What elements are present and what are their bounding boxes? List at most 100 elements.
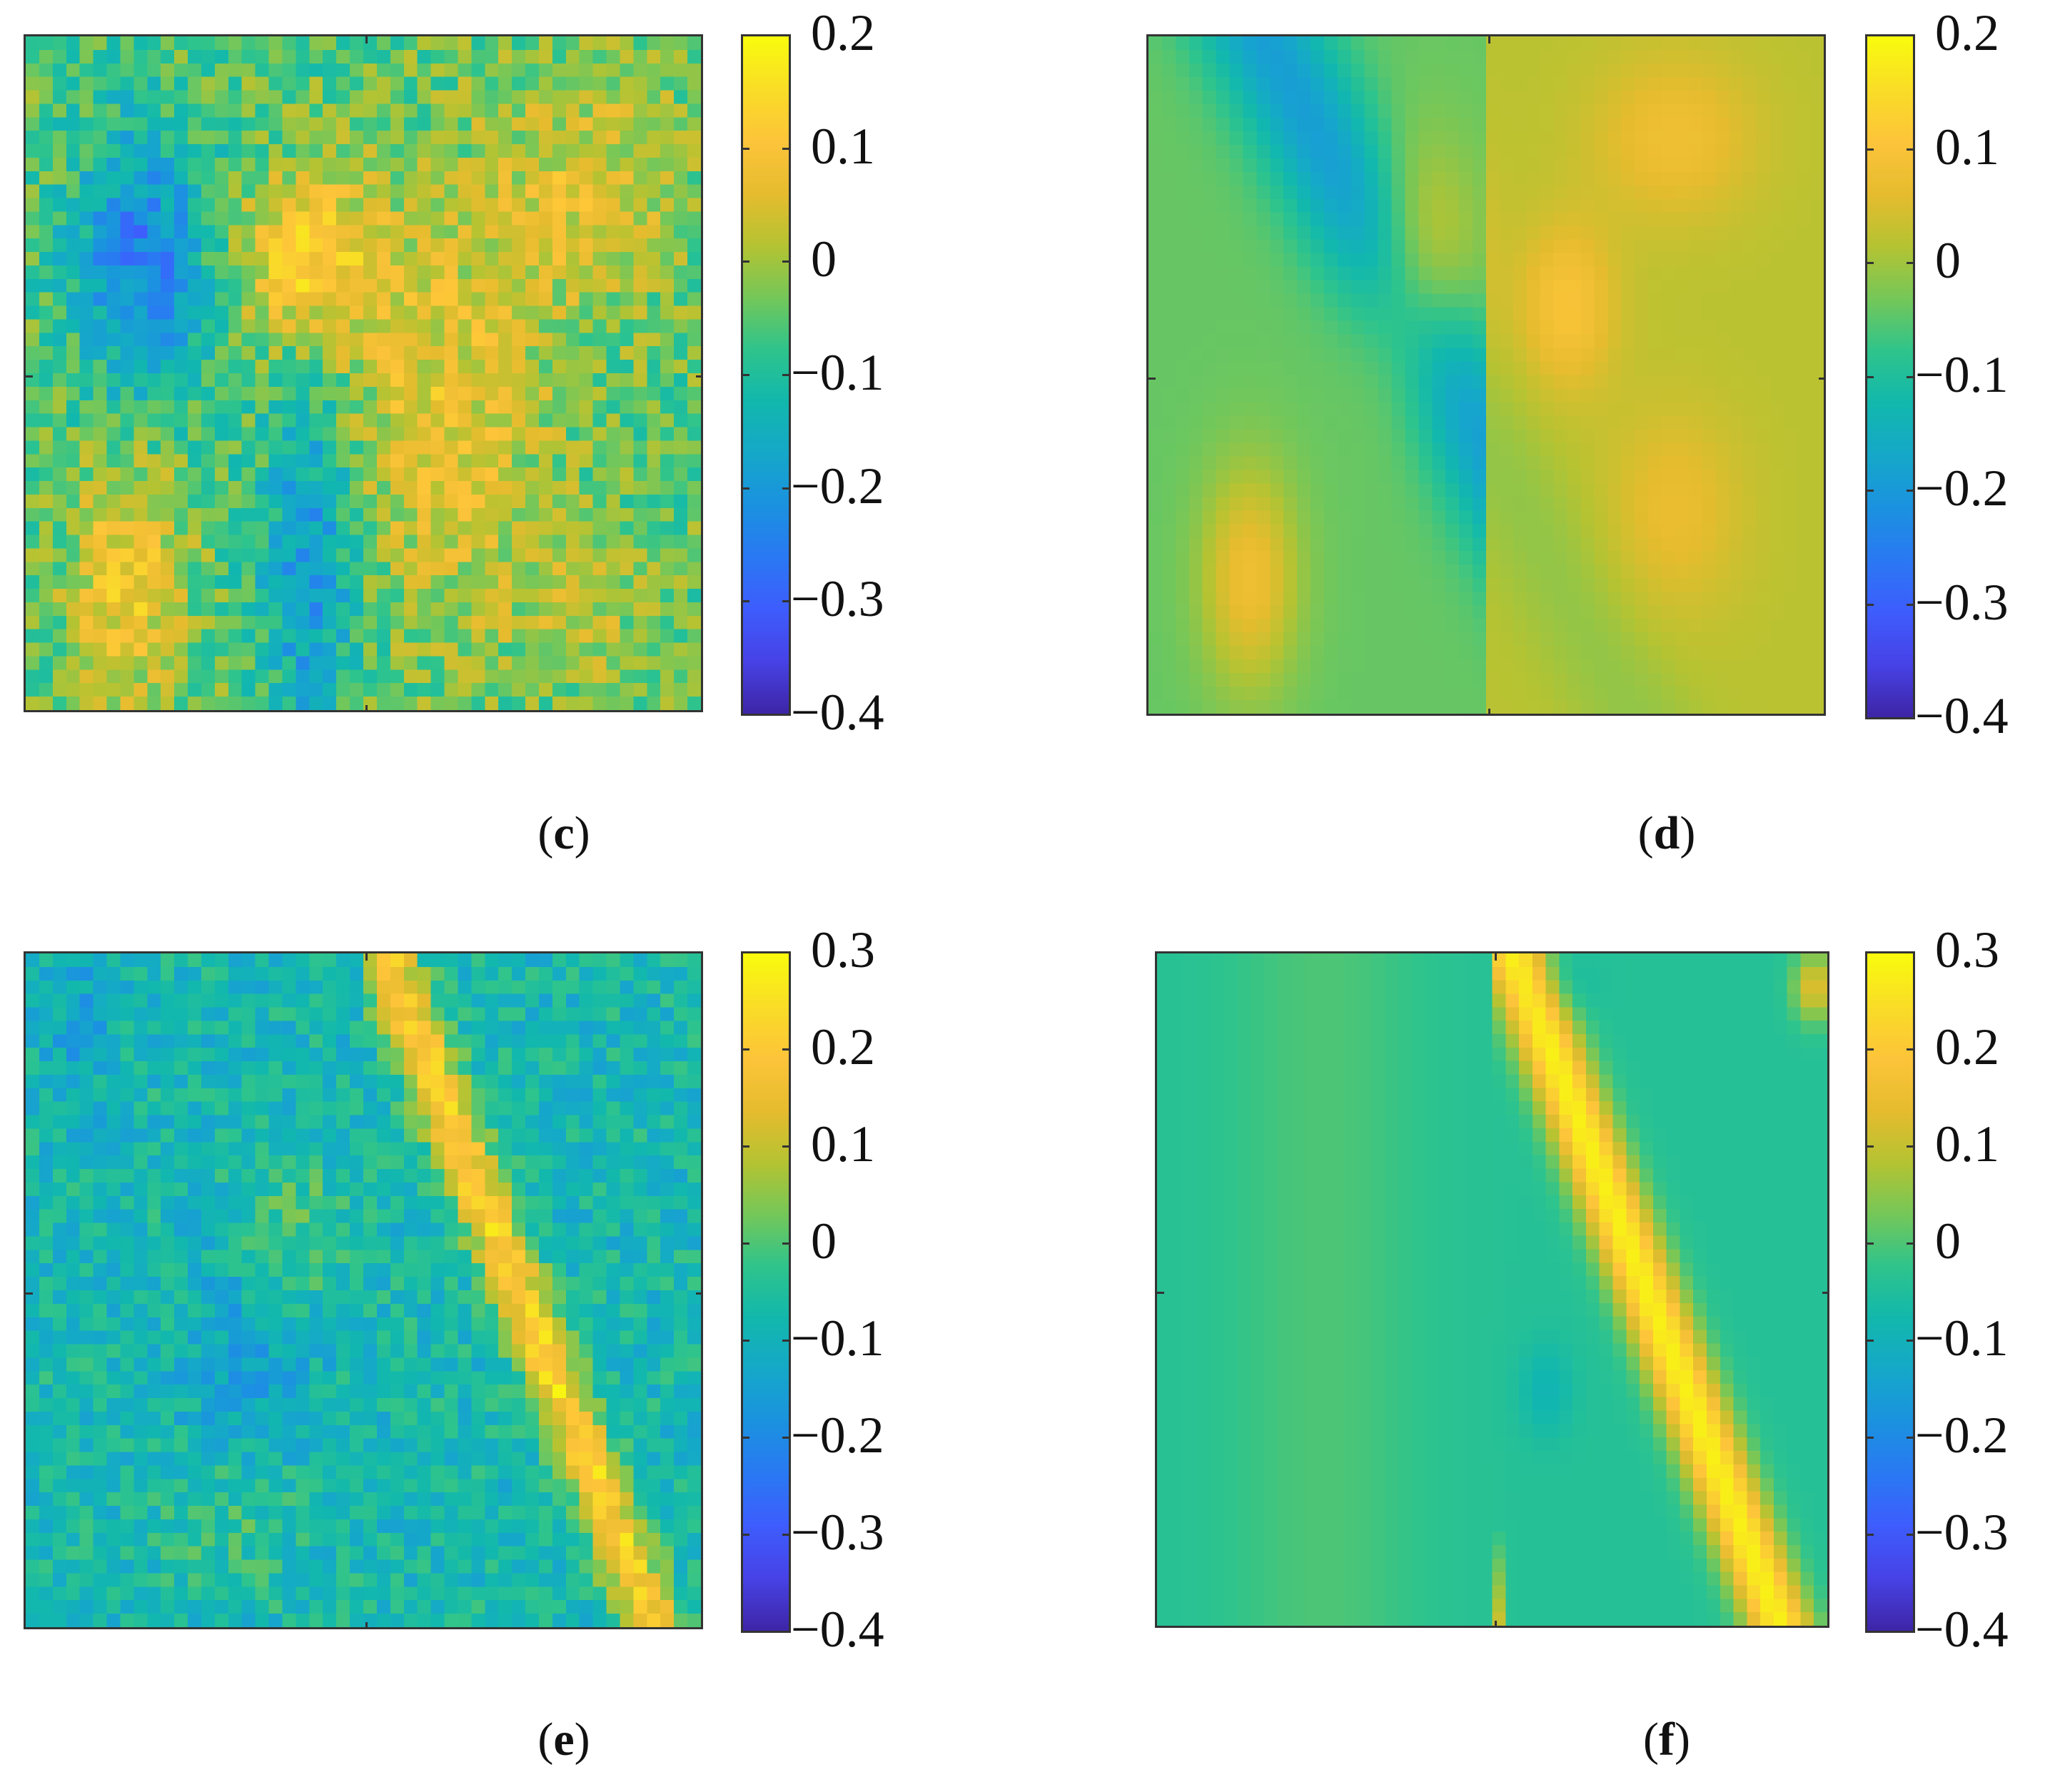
colorbar-tick-label: −0.3 [791, 570, 884, 628]
colorbar-tick-label: −0.4 [1915, 687, 2009, 744]
colorbar-tick-label: −0.1 [791, 1310, 884, 1367]
axis-tick [1494, 1621, 1497, 1626]
colorbar-tick [741, 374, 749, 376]
colorbar-tick [741, 1048, 749, 1051]
axis-tick [26, 375, 33, 378]
colorbar-tick-label: −0.4 [1915, 1601, 2009, 1658]
axis-tick [1148, 377, 1156, 380]
colorbar-tick [782, 374, 791, 376]
colorbar-canvas-e [743, 953, 789, 1631]
colorbar-tick [1907, 1145, 1915, 1148]
colorbar-tick [1907, 1340, 1915, 1342]
colorbar-tick [1865, 1437, 1874, 1439]
colorbar-tick [1865, 375, 1874, 378]
colorbar-tick [1865, 1534, 1874, 1536]
colorbar-tick-label: 0.1 [1935, 1115, 1999, 1173]
colorbar-tick [1907, 148, 1915, 151]
colorbar-tick [1907, 490, 1915, 492]
colorbar-tick-label: 0.1 [1935, 118, 1999, 176]
colorbar-tick-label: 0.2 [1935, 1018, 1999, 1075]
colorbar-tick-label: 0.2 [811, 1018, 875, 1075]
axis-tick [365, 705, 368, 710]
colorbar-tick [1907, 34, 1915, 36]
colorbar-tick [741, 951, 749, 953]
colorbar-tick [1865, 1340, 1874, 1342]
colorbar-tick [782, 600, 791, 603]
colorbar-tick [741, 487, 749, 490]
colorbar-tick [1907, 1242, 1915, 1245]
colorbar-tick [741, 1534, 749, 1536]
colorbar-tick [741, 1145, 749, 1148]
colorbar-tick-label: 0 [1935, 232, 1961, 289]
heatmap-canvas-d [1148, 36, 1824, 714]
colorbar-tick [1907, 375, 1915, 378]
colorbar-tick-label: −0.2 [1915, 460, 2009, 517]
colorbar-tick [741, 600, 749, 603]
colorbar-tick [1865, 1242, 1874, 1245]
panel-caption-c: (c) [537, 807, 590, 859]
colorbar-tick-label: −0.1 [791, 344, 884, 401]
colorbar-tick [782, 487, 791, 490]
colorbar-tick [782, 147, 791, 150]
colorbar-tick-label: −0.4 [791, 684, 884, 741]
colorbar-tick-label: 0.1 [811, 1115, 875, 1173]
colorbar-e [741, 951, 791, 1633]
colorbar-tick-label: 0.2 [811, 4, 875, 61]
colorbar-tick [741, 714, 749, 716]
axis-tick [365, 1622, 368, 1627]
colorbar-tick-label: 0 [811, 1213, 837, 1270]
axis-tick [1488, 709, 1490, 714]
colorbar-f [1865, 951, 1915, 1633]
heatmap-f [1155, 951, 1829, 1628]
colorbar-tick-label: −0.1 [1915, 1310, 2009, 1367]
axis-tick [26, 1292, 33, 1295]
heatmap-d [1146, 34, 1826, 716]
axis-tick [696, 375, 701, 378]
axis-tick [1488, 36, 1490, 44]
colorbar-tick-label: −0.2 [791, 457, 884, 515]
colorbar-tick [1865, 262, 1874, 264]
colorbar-tick [1865, 717, 1874, 719]
colorbar-tick [1907, 262, 1915, 264]
colorbar-tick [1865, 1145, 1874, 1148]
colorbar-tick [782, 714, 791, 716]
heatmap-canvas-e [26, 953, 701, 1627]
heatmap-e [24, 951, 703, 1629]
colorbar-tick [1865, 603, 1874, 606]
colorbar-tick [782, 1048, 791, 1051]
colorbar-tick [741, 1437, 749, 1439]
colorbar-tick [782, 1437, 791, 1439]
colorbar-tick [782, 260, 791, 263]
panel-caption-e: (e) [537, 1713, 590, 1766]
colorbar-tick-label: 0.2 [1935, 4, 1999, 61]
colorbar-tick-label: −0.3 [1915, 1504, 2009, 1561]
colorbar-tick [1865, 490, 1874, 492]
colorbar-tick [782, 1145, 791, 1148]
colorbar-tick [1865, 148, 1874, 151]
colorbar-tick [782, 1534, 791, 1536]
colorbar-canvas-d [1867, 36, 1913, 717]
colorbar-tick [1865, 1048, 1874, 1051]
colorbar-tick [741, 1242, 749, 1245]
colorbar-tick-label: 0.1 [811, 117, 875, 175]
axis-tick [1822, 1292, 1827, 1294]
colorbar-tick-label: −0.4 [791, 1601, 884, 1658]
colorbar-tick [741, 1631, 749, 1633]
heatmap-canvas-c [26, 36, 701, 710]
colorbar-tick [1907, 1048, 1915, 1051]
colorbar-tick [782, 951, 791, 953]
colorbar-tick [1865, 1631, 1874, 1633]
panel-caption-d: (d) [1637, 807, 1696, 859]
colorbar-canvas-f [1867, 953, 1913, 1631]
axis-tick [365, 36, 368, 44]
colorbar-tick-label: −0.3 [1915, 573, 2009, 631]
colorbar-tick-label: 0 [811, 231, 837, 288]
colorbar-tick [1907, 1534, 1915, 1536]
colorbar-tick [1907, 717, 1915, 719]
colorbar-tick-label: 0.3 [1935, 921, 1999, 978]
colorbar-tick-label: −0.3 [791, 1504, 884, 1561]
colorbar-tick [1907, 603, 1915, 606]
colorbar-tick [1865, 34, 1874, 36]
colorbar-tick [782, 1242, 791, 1245]
colorbar-tick-label: 0 [1935, 1213, 1961, 1270]
